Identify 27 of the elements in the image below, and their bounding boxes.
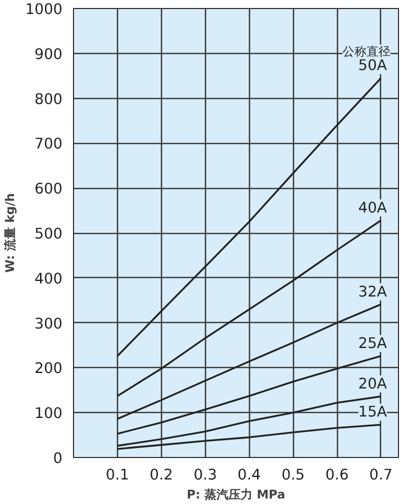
series-label: 40A [358, 199, 387, 216]
x-tick-label: 0.6 [325, 466, 349, 484]
y-tick-label: 700 [34, 136, 63, 153]
y-tick-label: 300 [34, 315, 63, 332]
x-tick-label: 0.2 [150, 466, 173, 484]
y-tick-label: 100 [34, 405, 63, 422]
y-tick-label: 500 [34, 226, 63, 242]
y-tick-label: 900 [34, 46, 63, 63]
x-axis-title: P: 蒸汽压力 MPa [186, 488, 286, 502]
x-tick-label: 0.3 [194, 466, 217, 484]
x-tick-label: 0.1 [106, 466, 130, 484]
series-label: 50A [358, 57, 387, 74]
series-label: 20A [358, 375, 387, 392]
x-tick-label: 0.5 [281, 466, 305, 484]
series-label: 32A [358, 283, 387, 300]
series-label: 15A [358, 404, 387, 421]
y-tick-label: 600 [34, 180, 63, 198]
y-tick-label: 400 [34, 270, 63, 288]
y-tick-label: 800 [34, 90, 63, 108]
x-tick-label: 0.7 [369, 466, 393, 484]
y-tick-label: 1000 [25, 1, 63, 18]
series-label: 25A [358, 335, 387, 352]
y-axis-title: W: 流量 kg/h [3, 193, 18, 273]
annotation: 公称直径 [342, 44, 390, 58]
x-tick-label: 0.4 [238, 466, 261, 484]
y-tick-label: 200 [34, 360, 63, 378]
y-tick-label: 0 [53, 450, 63, 467]
